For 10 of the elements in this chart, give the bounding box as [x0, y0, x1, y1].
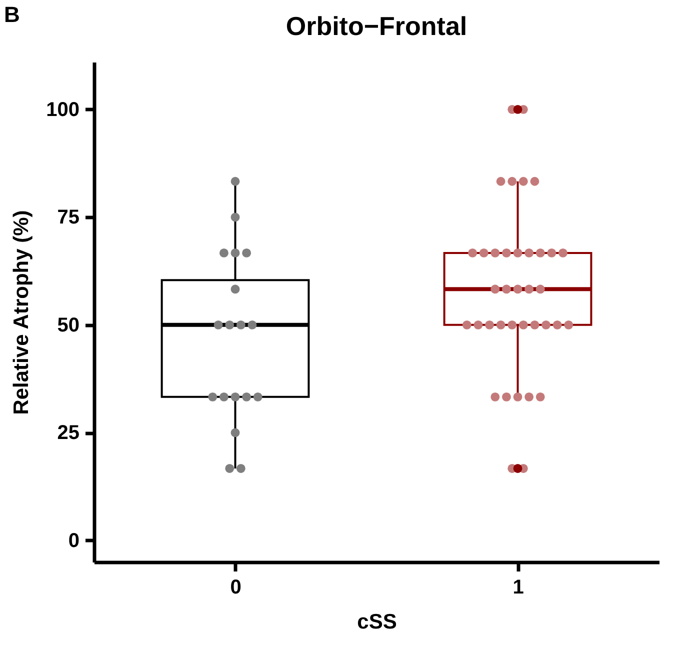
y-tick-label: 0 — [68, 530, 80, 552]
text: B — [4, 2, 20, 28]
x-axis-title: cSS — [357, 610, 397, 634]
x-tick-label: 1 — [512, 576, 524, 598]
chart-title: Orbito−Frontal — [286, 11, 468, 41]
y-tick-label: 75 — [57, 206, 80, 229]
y-tick-label: 50 — [57, 314, 80, 336]
y-axis-title: Relative Atrophy (%) — [10, 210, 34, 415]
y-tick-label: 25 — [57, 422, 80, 444]
y-tick-label: 100 — [46, 98, 80, 121]
